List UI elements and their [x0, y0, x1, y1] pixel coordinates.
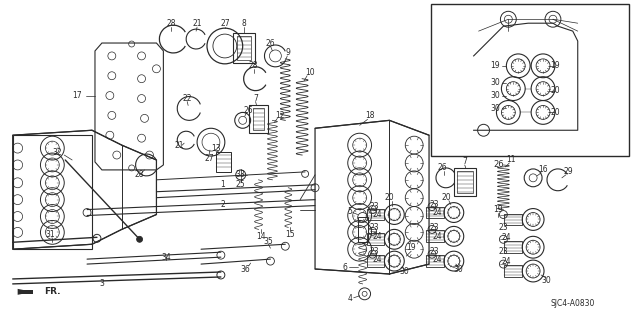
Text: 33: 33 [236, 170, 246, 179]
Text: 26: 26 [244, 106, 253, 115]
Text: 23: 23 [429, 247, 439, 256]
Bar [216, 152, 231, 172]
Text: 30: 30 [491, 104, 500, 113]
Text: 24: 24 [372, 232, 382, 241]
Text: 23: 23 [370, 223, 380, 232]
Text: 34: 34 [161, 253, 172, 262]
Bar [367, 255, 385, 267]
Text: 25: 25 [236, 180, 246, 189]
Text: 30: 30 [541, 277, 551, 286]
Text: 20: 20 [550, 108, 560, 117]
Text: 19: 19 [493, 205, 503, 214]
Text: 8: 8 [241, 19, 246, 28]
Bar [367, 234, 385, 245]
Text: 9: 9 [286, 48, 291, 57]
Text: 30: 30 [491, 78, 500, 87]
Text: 24: 24 [372, 255, 382, 263]
Text: 7: 7 [253, 94, 258, 103]
Bar [431, 4, 629, 156]
Text: 16: 16 [538, 166, 548, 174]
Text: 23: 23 [370, 202, 380, 211]
Text: 29: 29 [563, 167, 573, 176]
Bar [504, 241, 522, 253]
Bar [248, 106, 268, 133]
Text: 2: 2 [220, 200, 225, 209]
Text: 24: 24 [372, 210, 382, 219]
Text: 30: 30 [454, 264, 463, 273]
Bar [253, 108, 264, 130]
Text: 23: 23 [429, 223, 439, 232]
Text: 17: 17 [72, 91, 82, 100]
Text: 18: 18 [365, 111, 374, 120]
Text: 5: 5 [348, 207, 352, 216]
Bar [426, 230, 444, 242]
Text: 26: 26 [437, 163, 447, 173]
Bar [367, 209, 385, 220]
Text: 3: 3 [99, 279, 104, 288]
Text: 7: 7 [462, 158, 467, 167]
Text: 20: 20 [441, 193, 451, 202]
Text: 28: 28 [135, 170, 145, 179]
Text: 19: 19 [550, 61, 560, 70]
Text: 28: 28 [249, 61, 259, 70]
Text: 24: 24 [432, 255, 442, 263]
Text: 36: 36 [241, 264, 250, 273]
Text: 21: 21 [175, 141, 184, 150]
Text: 10: 10 [305, 68, 315, 77]
Bar [504, 213, 522, 226]
Text: 23: 23 [499, 247, 508, 256]
Polygon shape [18, 289, 33, 295]
Text: 35: 35 [264, 237, 273, 246]
Bar [237, 36, 251, 60]
Text: 23: 23 [499, 223, 508, 232]
Bar [18, 290, 33, 294]
Text: 14: 14 [256, 232, 266, 241]
Text: 15: 15 [285, 230, 295, 239]
Bar [454, 168, 476, 196]
Text: 23: 23 [370, 247, 380, 256]
Circle shape [136, 236, 143, 242]
Text: 31: 31 [45, 230, 55, 239]
Bar [504, 265, 522, 277]
Bar [233, 33, 255, 63]
Text: 20: 20 [550, 86, 560, 95]
Text: 27: 27 [204, 153, 214, 162]
Text: 24: 24 [432, 208, 442, 217]
Text: 20: 20 [385, 193, 394, 202]
Bar [426, 255, 444, 267]
Text: 1: 1 [220, 180, 225, 189]
Text: 30: 30 [399, 266, 409, 276]
Text: 24: 24 [432, 232, 442, 241]
Text: 6: 6 [342, 263, 348, 271]
Bar [358, 218, 367, 242]
Text: 32: 32 [52, 148, 62, 157]
Text: 11: 11 [507, 155, 516, 165]
Text: 30: 30 [491, 91, 500, 100]
Text: SJC4-A0830: SJC4-A0830 [550, 299, 595, 308]
Text: 13: 13 [211, 144, 221, 152]
Text: 21: 21 [193, 19, 202, 28]
Text: 26: 26 [493, 160, 504, 169]
Text: 24: 24 [502, 256, 511, 266]
Text: 19: 19 [491, 61, 500, 70]
Text: 23: 23 [429, 200, 439, 209]
Bar [457, 171, 473, 193]
Text: 19: 19 [406, 243, 416, 252]
Text: 24: 24 [502, 233, 511, 242]
Text: FR.: FR. [44, 287, 61, 296]
Bar [426, 207, 444, 219]
Text: 12: 12 [276, 111, 285, 120]
Text: 26: 26 [266, 39, 275, 48]
Text: 27: 27 [220, 19, 230, 28]
Text: 22: 22 [182, 94, 192, 103]
Text: 4: 4 [348, 294, 352, 303]
Bar [13, 135, 92, 249]
Text: 28: 28 [166, 19, 176, 28]
